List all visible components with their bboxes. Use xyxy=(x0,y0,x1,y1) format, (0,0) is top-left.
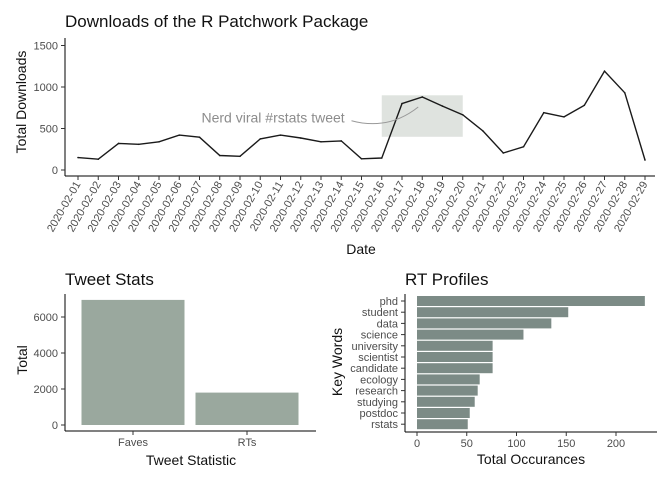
downloads-data-point xyxy=(441,105,444,107)
downloads-y-tick-label: 1000 xyxy=(34,82,58,94)
downloads-data-point xyxy=(482,130,484,132)
downloads-data-point xyxy=(178,134,181,136)
downloads-data-point xyxy=(137,143,140,146)
rt-profiles-bar xyxy=(417,296,645,306)
viral-tweet-highlight xyxy=(381,95,463,137)
rt-profiles-bar xyxy=(417,307,569,318)
downloads-y-axis-title: Total Downloads xyxy=(13,51,29,154)
downloads-data-point xyxy=(421,96,424,98)
downloads-data-point xyxy=(380,157,383,159)
downloads-data-point xyxy=(117,142,120,145)
rt-profiles-bar xyxy=(417,340,493,351)
rt-profiles-bar xyxy=(417,363,493,374)
downloads-data-point xyxy=(360,157,363,160)
downloads-data-point xyxy=(542,111,545,114)
tweet-stats-y-tick-label: 4000 xyxy=(34,348,58,360)
rt-profiles-y-tick-label: ecology xyxy=(360,374,398,386)
rt-profiles-y-tick-label: phd xyxy=(380,296,398,308)
downloads-y-tick-label: 500 xyxy=(40,124,58,136)
downloads-chart-title: Downloads of the R Patchwork Package xyxy=(65,12,368,31)
downloads-data-point xyxy=(97,158,100,161)
tweet-stats-x-tick-label: RTs xyxy=(238,437,257,449)
rt-profiles-bar xyxy=(417,318,552,329)
downloads-data-point xyxy=(340,140,343,142)
downloads-line-chart: Downloads of the R Patchwork Package Tot… xyxy=(13,12,655,257)
downloads-data-point xyxy=(239,155,241,158)
tweet-stats-bar-chart: Tweet Stats Total Tweet Statistic 0 2000 4… xyxy=(14,270,316,468)
rt-profiles-y-tick-label: scientist xyxy=(358,352,398,364)
rt-profiles-x-tick-label: 50 xyxy=(461,438,473,450)
downloads-data-point xyxy=(502,152,505,154)
rt-profiles-y-tick-label: data xyxy=(377,318,399,330)
downloads-y-tick-label: 1500 xyxy=(34,41,58,53)
rt-profiles-bar xyxy=(417,329,524,340)
rt-profiles-y-tick-label: university xyxy=(352,341,399,353)
downloads-data-point xyxy=(77,156,79,159)
downloads-data-point xyxy=(198,136,201,139)
downloads-data-point xyxy=(644,159,646,161)
downloads-data-point xyxy=(563,116,565,118)
rt-profiles-bar xyxy=(417,419,468,430)
downloads-data-point xyxy=(583,104,586,107)
downloads-data-point xyxy=(299,137,302,139)
rt-profiles-x-tick-label: 200 xyxy=(607,438,625,450)
downloads-data-point xyxy=(218,154,221,157)
rt-profiles-bar-chart: RT Profiles Key Words Total Occurances p… xyxy=(329,270,657,467)
rt-profiles-x-tick-label: 0 xyxy=(414,438,420,450)
rt-profiles-y-tick-label: student xyxy=(362,307,398,319)
downloads-x-axis-title: Date xyxy=(346,241,376,257)
downloads-data-point xyxy=(623,92,626,94)
tweet-stats-y-tick-label: 0 xyxy=(52,420,58,432)
rt-profiles-bar xyxy=(417,408,470,418)
downloads-data-point xyxy=(522,145,525,148)
rt-profiles-bar xyxy=(417,385,478,396)
rt-profiles-y-tick-label: postdoc xyxy=(359,408,398,420)
tweet-stats-x-tick-label: Faves xyxy=(118,437,148,449)
downloads-data-point xyxy=(401,102,403,105)
downloads-data-point xyxy=(279,134,282,136)
rt-profiles-x-tick-label: 150 xyxy=(557,438,575,450)
downloads-data-point xyxy=(603,70,606,73)
downloads-data-point xyxy=(259,138,262,140)
rt-profiles-y-tick-label: studying xyxy=(357,397,398,409)
rt-profiles-x-axis-title: Total Occurances xyxy=(477,451,585,467)
rt-profiles-title: RT Profiles xyxy=(405,270,488,289)
tweet-stats-y-tick-label: 6000 xyxy=(34,312,58,324)
downloads-series-line xyxy=(77,70,646,161)
tweet-stats-title: Tweet Stats xyxy=(65,270,154,289)
tweet-stats-y-tick-label: 2000 xyxy=(34,384,58,396)
rt-profiles-y-tick-label: candidate xyxy=(350,363,398,375)
downloads-data-point xyxy=(461,114,464,116)
rt-profiles-x-tick-label: 100 xyxy=(507,438,525,450)
tweet-stats-bar xyxy=(81,299,185,425)
rt-profiles-bar xyxy=(417,374,480,385)
tweet-stats-bar xyxy=(195,392,299,425)
rt-profiles-y-tick-label: research xyxy=(355,386,398,398)
tweet-stats-y-axis-title: Total xyxy=(14,345,30,375)
rt-profiles-y-tick-label: science xyxy=(361,330,398,342)
tweet-stats-x-axis-title: Tweet Statistic xyxy=(146,452,236,468)
downloads-data-point xyxy=(320,140,322,143)
annotation-curve xyxy=(351,106,419,125)
rt-profiles-y-axis-title: Key Words xyxy=(329,328,345,396)
rt-profiles-y-tick-label: rstats xyxy=(371,419,398,431)
downloads-data-point xyxy=(158,140,160,143)
rt-profiles-bar xyxy=(417,352,493,362)
downloads-y-tick-label: 0 xyxy=(52,165,58,177)
viral-tweet-annotation: Nerd viral #rstats tweet xyxy=(202,110,345,126)
rt-profiles-bar xyxy=(417,396,475,407)
